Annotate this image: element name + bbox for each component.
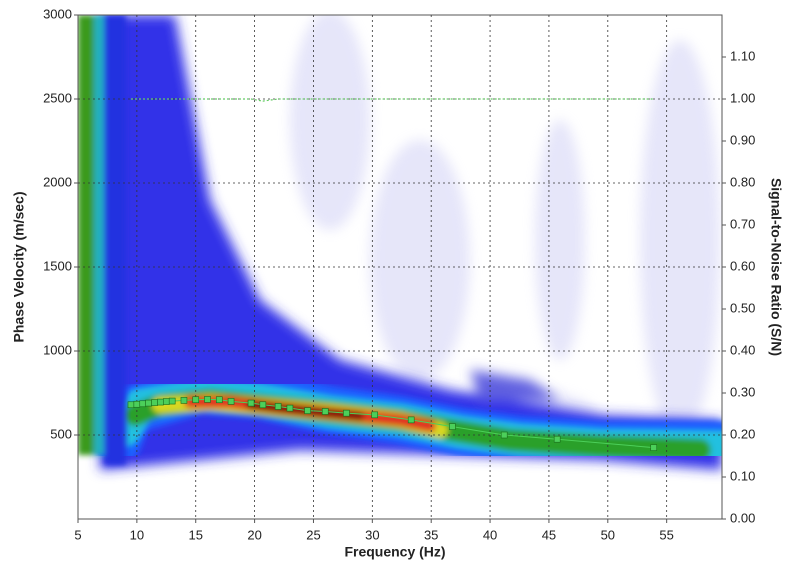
x-tick-label: 5 bbox=[74, 527, 81, 542]
pick-point bbox=[151, 399, 158, 406]
y2-tick-label: 1.10 bbox=[730, 48, 755, 63]
y-tick-label: 2000 bbox=[43, 174, 72, 189]
x-tick-label: 55 bbox=[659, 527, 673, 542]
y2-tick-label: 0.90 bbox=[730, 132, 755, 147]
pick-point bbox=[274, 403, 282, 410]
y-tick-label: 2500 bbox=[43, 90, 72, 105]
pick-point bbox=[247, 399, 255, 407]
x-tick-label: 30 bbox=[365, 527, 379, 542]
pick-point bbox=[180, 397, 188, 404]
y-axis-label: Phase Velocity (m/sec) bbox=[11, 192, 27, 343]
pick-point bbox=[304, 407, 311, 414]
pick-point bbox=[259, 401, 267, 409]
y2-tick-label: 0.10 bbox=[730, 468, 755, 483]
y2-tick-label: 0.80 bbox=[730, 174, 755, 189]
snr-line bbox=[130, 98, 654, 102]
y2-tick-label: 0.70 bbox=[730, 216, 755, 231]
pick-point bbox=[192, 396, 200, 404]
y2-tick-label: 1.00 bbox=[730, 90, 755, 105]
pick-point bbox=[133, 400, 141, 408]
pick-point bbox=[650, 444, 658, 451]
pick-point bbox=[449, 423, 456, 430]
y2-tick-label: 0.30 bbox=[730, 384, 755, 399]
x-tick-label: 15 bbox=[188, 527, 202, 542]
y2-tick-label: 0.40 bbox=[730, 342, 755, 357]
y2-tick-label: 0.20 bbox=[730, 426, 755, 441]
pick-point bbox=[215, 396, 223, 404]
pick-point bbox=[145, 399, 152, 407]
x-tick-label: 50 bbox=[601, 527, 615, 542]
y-tick-label: 500 bbox=[50, 426, 72, 441]
pick-point bbox=[500, 431, 508, 439]
x-tick-label: 20 bbox=[247, 527, 261, 542]
dispersion-image bbox=[78, 15, 722, 519]
pick-point bbox=[407, 416, 415, 424]
pick-point bbox=[321, 408, 329, 415]
x-tick-label: 35 bbox=[424, 527, 438, 542]
pick-point bbox=[371, 411, 378, 419]
pick-point bbox=[227, 398, 235, 405]
x-tick-label: 40 bbox=[483, 527, 497, 542]
pick-point bbox=[168, 397, 176, 405]
x-axis-label: Frequency (Hz) bbox=[344, 544, 445, 560]
pick-point bbox=[127, 401, 135, 409]
x-tick-label: 10 bbox=[130, 527, 144, 542]
pick-point bbox=[157, 398, 164, 406]
y2-tick-label: 0.60 bbox=[730, 258, 755, 273]
pick-point bbox=[286, 404, 294, 412]
pick-point bbox=[139, 400, 147, 408]
y2-tick-label: 0.50 bbox=[730, 300, 755, 315]
y2-axis-label: Signal-to-Noise Ratio (S/N) bbox=[768, 178, 784, 356]
y-tick-label: 1000 bbox=[43, 342, 72, 357]
pick-point bbox=[553, 435, 561, 443]
y-tick-label: 1500 bbox=[43, 258, 72, 273]
pick-point bbox=[162, 398, 170, 405]
pick-point bbox=[343, 409, 350, 417]
x-tick-label: 45 bbox=[542, 527, 556, 542]
y-tick-label: 3000 bbox=[43, 6, 72, 21]
pick-point bbox=[204, 396, 211, 403]
y2-tick-label: 0.00 bbox=[730, 510, 755, 525]
x-tick-label: 25 bbox=[306, 527, 320, 542]
